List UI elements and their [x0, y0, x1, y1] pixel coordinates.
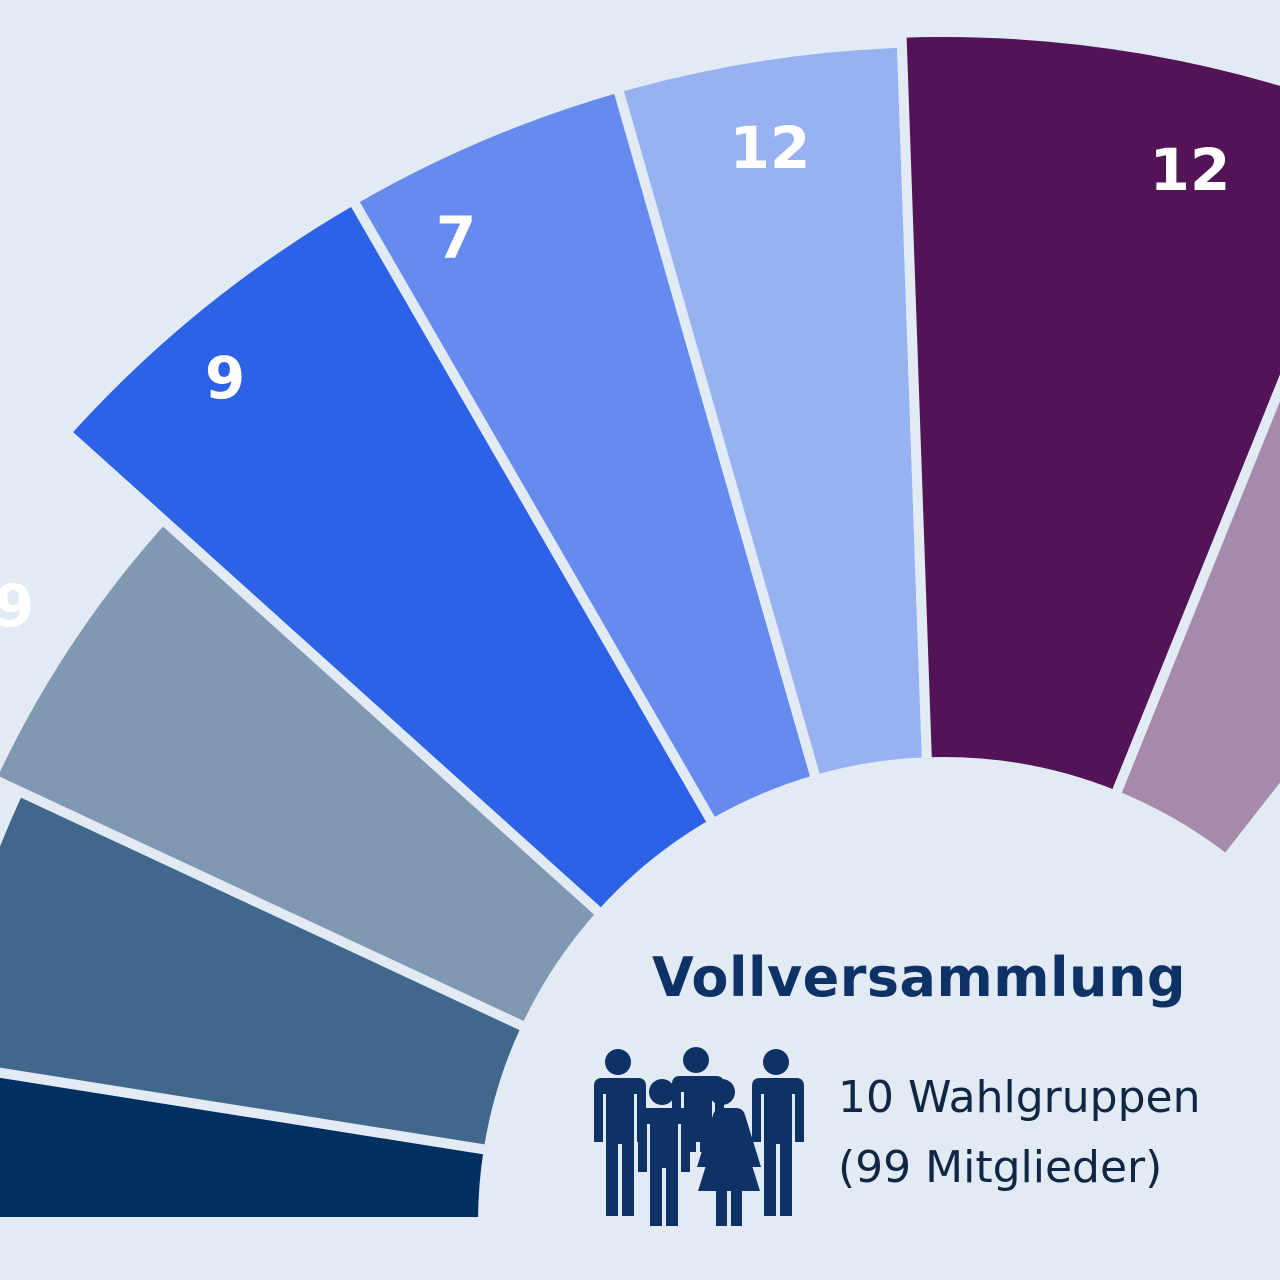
people-group-icon: [594, 1047, 804, 1226]
slice-7: [896, 27, 1280, 803]
slice-label-5: 7: [436, 204, 476, 272]
slice-label-3: 9: [0, 572, 34, 640]
center-line-members: (99 Mitglieder): [838, 1142, 1163, 1193]
center-line-groups: 10 Wahlgruppen: [838, 1072, 1201, 1123]
slice-8: [1108, 374, 1280, 867]
slice-label-4: 9: [205, 344, 245, 412]
slice-label-6: 12: [730, 114, 811, 182]
slice-label-7: 12: [1150, 136, 1231, 204]
center-title: Vollversammlung: [652, 946, 1187, 1009]
